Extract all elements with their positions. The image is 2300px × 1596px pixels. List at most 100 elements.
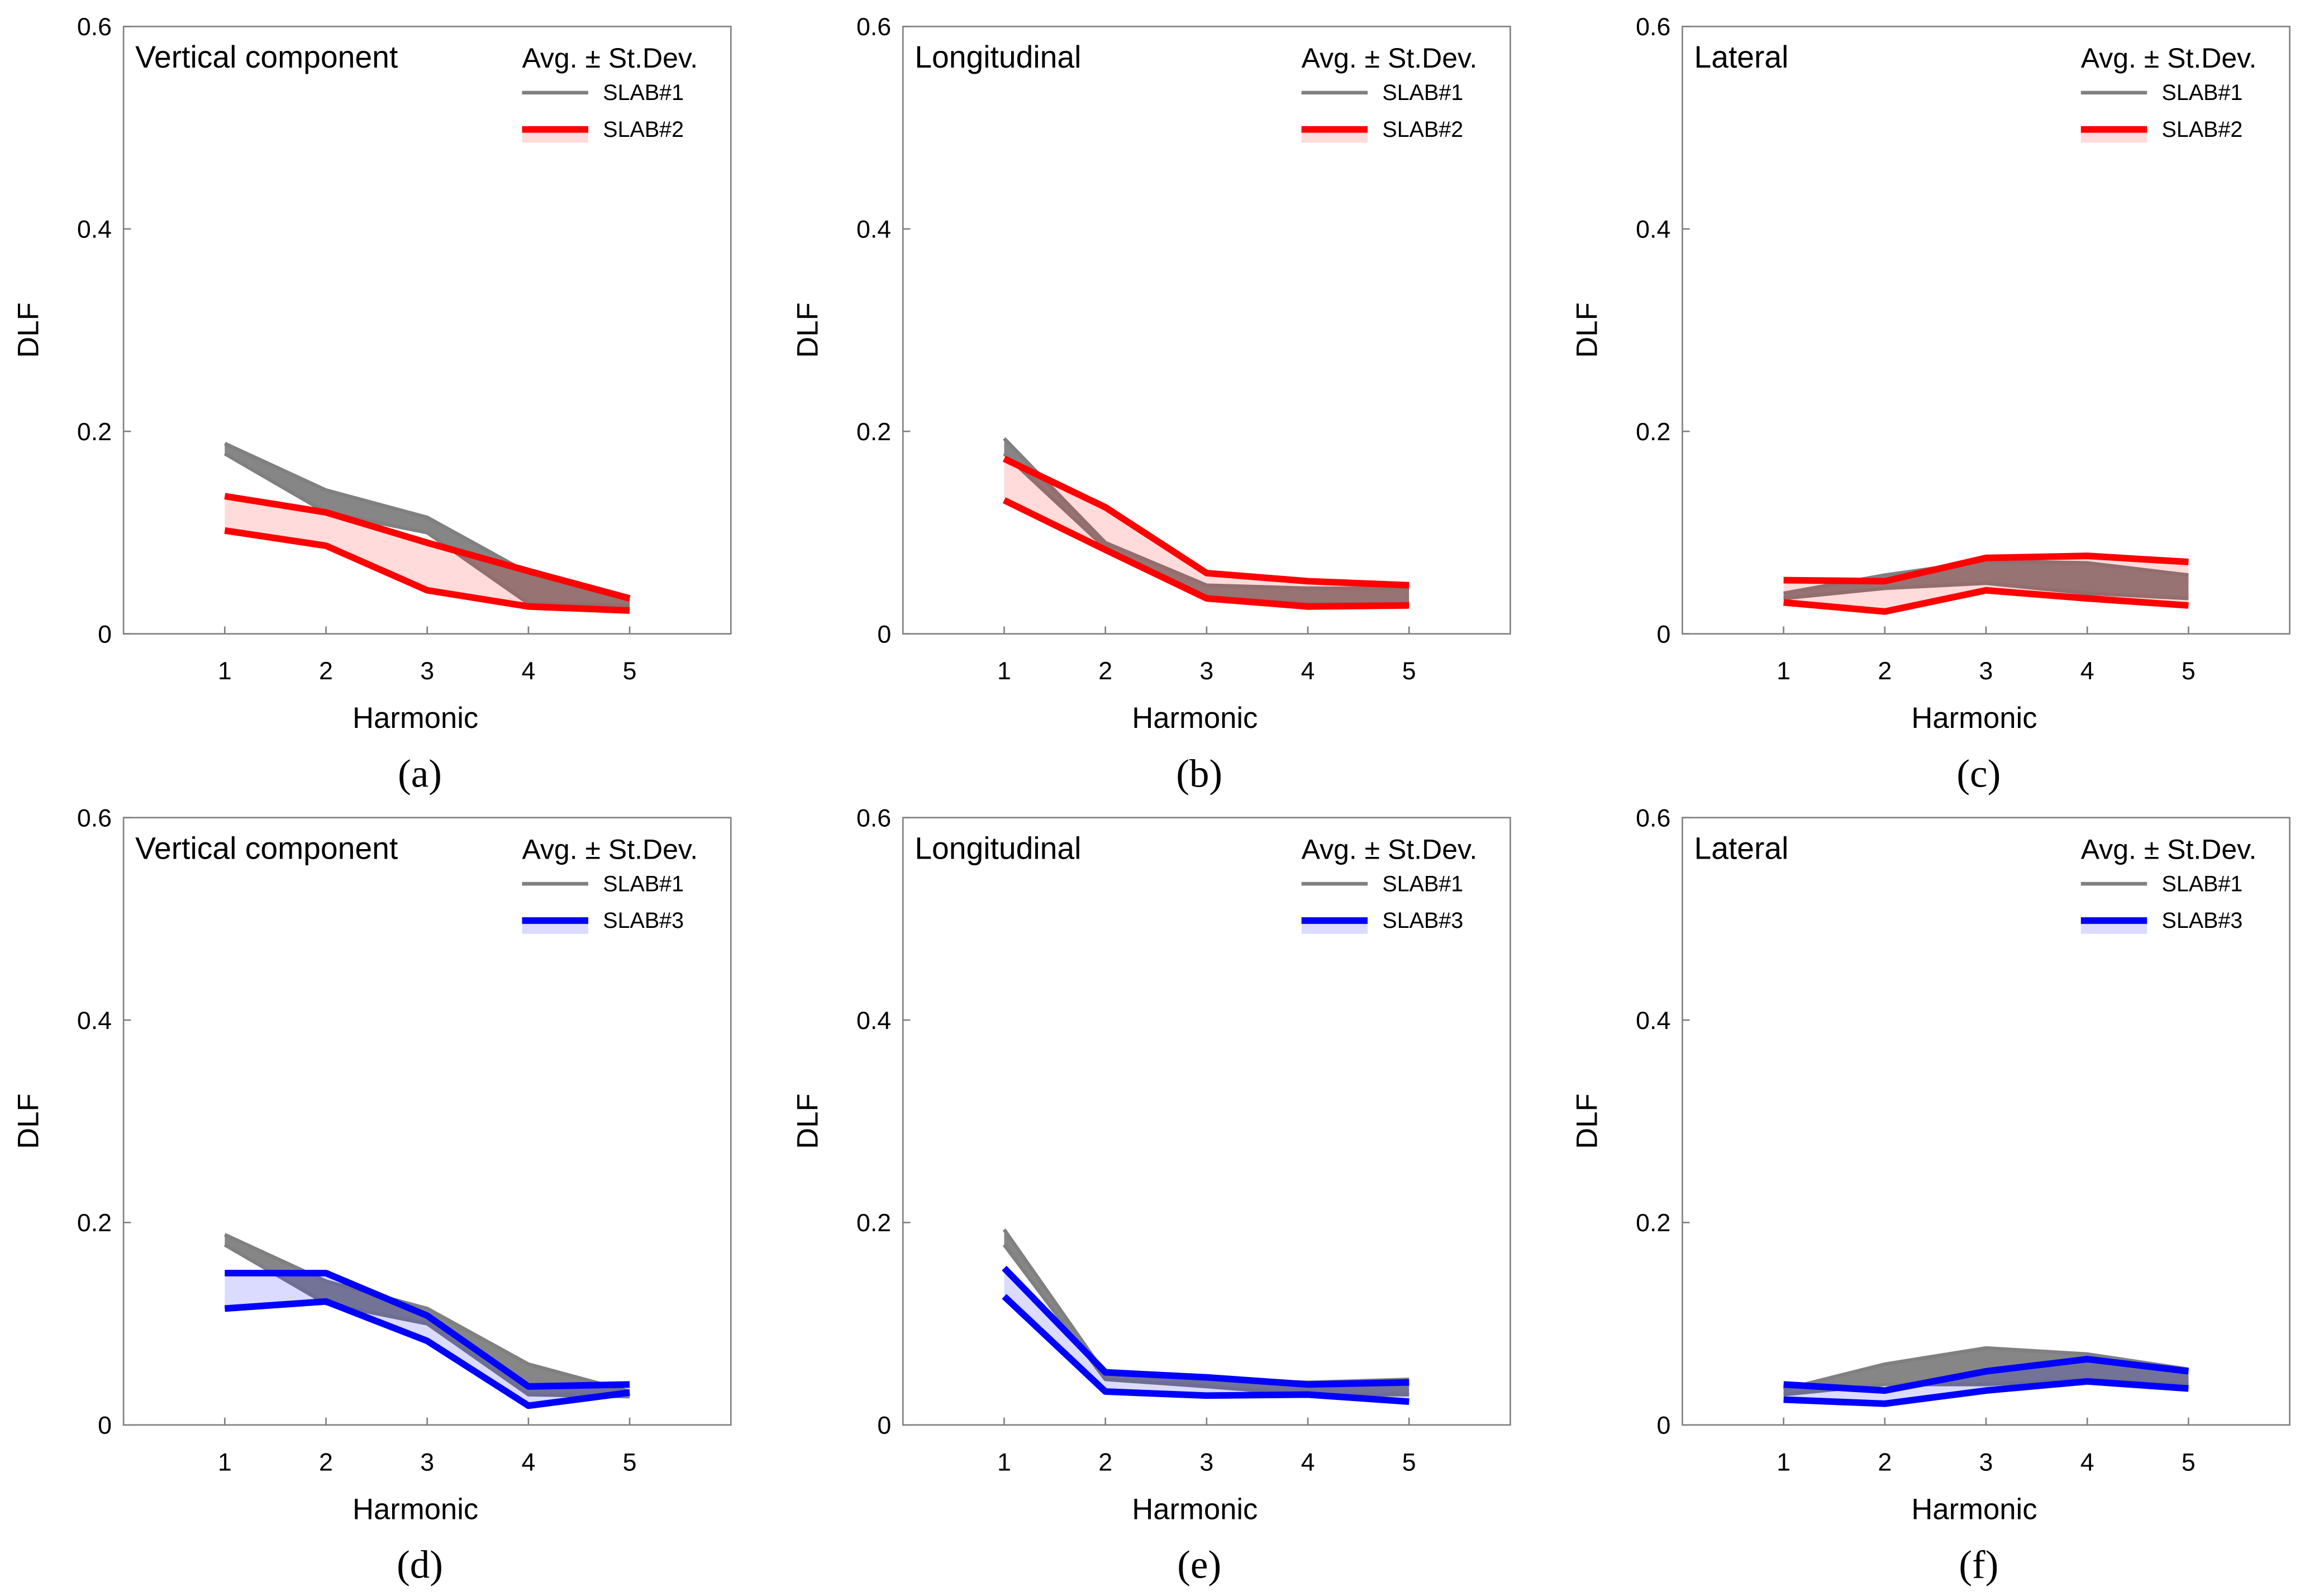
legend-label: SLAB#1	[603, 80, 684, 105]
lower-line	[223, 1243, 630, 1399]
panel-title: Longitudinal	[915, 40, 1081, 74]
x-tick-label: 5	[1402, 1448, 1416, 1476]
band-fill	[1004, 1268, 1409, 1402]
legend-label: SLAB#3	[1382, 908, 1463, 933]
lower-line	[1783, 1378, 2189, 1407]
lower-line	[1002, 497, 1409, 610]
x-tick-label: 3	[1199, 1448, 1213, 1476]
y-axis-label: DLF	[792, 302, 825, 358]
x-tick-label: 4	[1301, 657, 1315, 685]
x-tick-label: 2	[1878, 1448, 1892, 1476]
x-tick-label: 3	[1979, 1448, 1993, 1476]
x-axis-label: Harmonic	[1911, 702, 2037, 735]
upper-line	[224, 493, 631, 602]
y-tick-label: 0	[98, 620, 112, 648]
y-tick-label: 0.4	[856, 216, 891, 244]
x-axis-label: Harmonic	[353, 1493, 478, 1526]
legend-title: Avg. ± St.Dev.	[522, 833, 698, 865]
legend-label: SLAB#2	[2162, 117, 2243, 142]
panel-title: Longitudinal	[915, 831, 1081, 865]
upper-line	[223, 1233, 630, 1394]
x-tick-label: 5	[623, 657, 637, 685]
upper-line	[1783, 552, 2189, 585]
upper-line	[1002, 455, 1409, 589]
y-tick-label: 0	[1656, 620, 1670, 648]
plot-frame	[122, 817, 732, 1426]
legend-label: SLAB#1	[2162, 80, 2243, 105]
panel-title: Vertical component	[135, 40, 398, 74]
y-axis-label: DLF	[792, 1094, 825, 1149]
x-axis-label: Harmonic	[353, 702, 478, 735]
x-tick-label: 1	[218, 657, 232, 685]
plot-frame	[902, 817, 1511, 1426]
y-tick-label: 0.2	[77, 1209, 112, 1237]
x-tick-label: 1	[1777, 657, 1791, 685]
plot-frame	[902, 26, 1511, 635]
y-tick-label: 0.6	[77, 13, 112, 41]
legend-label: SLAB#2	[603, 117, 684, 142]
y-tick-label: 0.4	[1636, 216, 1670, 244]
x-tick-label: 4	[2080, 1448, 2094, 1476]
x-tick-label: 5	[2182, 657, 2196, 685]
legend-label: SLAB#1	[2162, 871, 2243, 896]
lower-line	[1002, 1294, 1409, 1406]
y-axis-label: DLF	[12, 302, 45, 358]
x-tick-label: 5	[2182, 1448, 2196, 1476]
x-tick-label: 2	[1878, 657, 1892, 685]
legend-title: Avg. ± St.Dev.	[1302, 42, 1478, 74]
x-tick-label: 1	[1777, 1448, 1791, 1476]
x-tick-label: 3	[1979, 657, 1993, 685]
band-fill	[1783, 561, 2189, 599]
y-tick-label: 0.4	[1636, 1007, 1670, 1035]
band-fill	[1004, 459, 1409, 607]
x-tick-label: 4	[2080, 657, 2094, 685]
band-fill	[225, 496, 630, 611]
x-tick-label: 1	[997, 657, 1011, 685]
y-tick-label: 0.2	[77, 418, 112, 446]
y-tick-label: 0.6	[77, 804, 112, 832]
legend-title: Avg. ± St.Dev.	[522, 42, 698, 74]
legend-title: Avg. ± St.Dev.	[1302, 833, 1478, 865]
x-tick-label: 3	[1199, 657, 1213, 685]
panel-label: (f)	[1959, 1543, 1998, 1587]
legend-label: SLAB#3	[603, 908, 684, 933]
x-axis-label: Harmonic	[1132, 1493, 1258, 1526]
lower-line	[1783, 587, 2189, 615]
x-axis-label: Harmonic	[1132, 702, 1258, 735]
x-tick-label: 2	[1098, 657, 1112, 685]
y-tick-label: 0.4	[77, 216, 112, 244]
legend-label: SLAB#3	[2162, 908, 2243, 933]
panel-title: Lateral	[1694, 40, 1788, 74]
x-tick-label: 2	[1098, 1448, 1112, 1476]
x-tick-label: 2	[319, 657, 333, 685]
y-tick-label: 0.6	[1636, 804, 1670, 832]
lower-line	[224, 527, 630, 614]
legend-label: SLAB#1	[603, 871, 684, 896]
panel-title: Lateral	[1694, 831, 1788, 865]
upper-line	[1003, 437, 1409, 590]
panel-label: (a)	[398, 752, 442, 795]
panel-label: (b)	[1176, 752, 1222, 795]
x-tick-label: 4	[521, 657, 535, 685]
legend-label: SLAB#1	[1382, 80, 1463, 105]
x-tick-label: 1	[218, 1448, 232, 1476]
y-tick-label: 0	[877, 620, 891, 648]
plot-frame	[122, 26, 732, 635]
y-tick-label: 0.2	[1636, 1209, 1670, 1237]
y-tick-label: 0	[1656, 1412, 1670, 1440]
y-tick-label: 0.4	[856, 1007, 891, 1035]
band-fill	[1004, 1230, 1409, 1395]
upper-line	[1002, 1265, 1409, 1388]
x-tick-label: 3	[420, 657, 434, 685]
y-tick-label: 0.6	[856, 804, 891, 832]
y-tick-label: 0.4	[77, 1007, 112, 1035]
y-axis-label: DLF	[1571, 1094, 1604, 1149]
y-tick-label: 0.6	[856, 13, 891, 41]
legend-title: Avg. ± St.Dev.	[2081, 833, 2257, 865]
x-tick-label: 5	[1402, 657, 1416, 685]
legend-label: SLAB#2	[1382, 117, 1463, 142]
y-tick-label: 0.2	[856, 1209, 891, 1237]
lower-line	[224, 1298, 630, 1409]
y-tick-label: 0.6	[1636, 13, 1670, 41]
